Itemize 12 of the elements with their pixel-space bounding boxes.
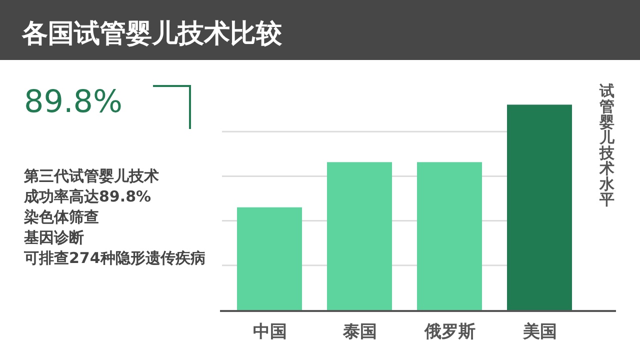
chart-title: 各国试管婴儿技术比较 (21, 19, 283, 49)
text: 可排查274种隐形遗传疾病 (23, 249, 206, 267)
x-tick-label: 泰国 (342, 322, 377, 342)
x-tick-label: 中国 (253, 322, 287, 342)
text: 第三代试管婴儿技术 (23, 167, 159, 185)
x-tick-label: 美国 (522, 322, 557, 342)
text: 成功率高达89.8% (23, 188, 152, 206)
text: 89.8% (24, 84, 122, 120)
text: 基因诊断 (23, 228, 84, 246)
text: 染色体筛查 (23, 208, 99, 226)
x-tick-label: 俄罗斯 (424, 322, 476, 342)
y-axis-title: 试管婴儿技术水平 (598, 82, 616, 208)
